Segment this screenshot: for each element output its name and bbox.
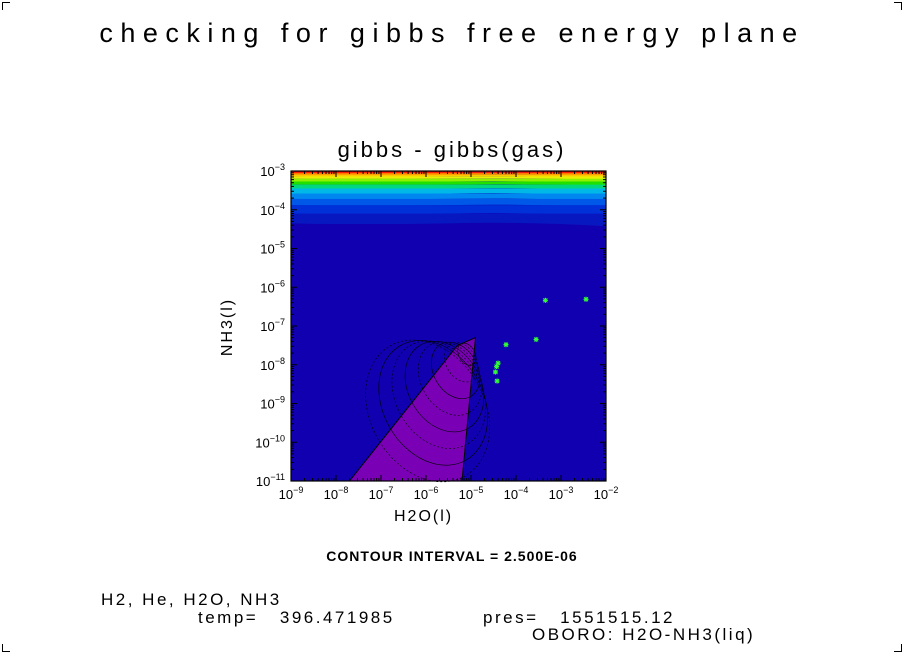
data-point-mark xyxy=(583,296,589,302)
y-tick-label: 10−8 xyxy=(260,356,285,373)
contour-interval-label: CONTOUR INTERVAL = 2.500E-06 xyxy=(326,548,578,564)
y-tick-label: 10−7 xyxy=(260,317,285,334)
corner-mark-bottom-right xyxy=(894,644,902,652)
contour-line-3 xyxy=(417,341,483,416)
contour-line-5 xyxy=(391,340,487,449)
corner-mark-bottom-left xyxy=(2,644,10,652)
contour-line-4 xyxy=(404,341,485,433)
page-title: checking for gibbs free energy plane xyxy=(99,18,805,48)
x-tick-label: 10−2 xyxy=(594,485,619,502)
contour-line-2 xyxy=(431,341,481,399)
x-axis-ticks: 10−9 10−8 10−7 10−6 10−5 10−4 10−3 10−2 xyxy=(279,171,619,502)
x-tick-label: 10−7 xyxy=(369,485,394,502)
x-tick-label: 10−9 xyxy=(279,485,304,502)
data-point-mark xyxy=(494,364,499,369)
contour-line-6 xyxy=(378,340,488,466)
y-tick-label: 10−5 xyxy=(260,240,285,257)
x-tick-label: 10−4 xyxy=(504,485,529,502)
x-tick-label: 10−8 xyxy=(324,485,349,502)
corner-mark-top-right xyxy=(894,2,902,10)
data-point-6 xyxy=(542,297,548,303)
data-point-2 xyxy=(494,364,500,370)
y-tick-label: 10−6 xyxy=(260,278,285,295)
color-band-3 xyxy=(291,174,606,178)
y-tick-label: 10−10 xyxy=(255,433,285,450)
data-point-4 xyxy=(494,378,500,384)
color-band-10 xyxy=(291,198,606,207)
x-axis-label: H2O(l) xyxy=(394,508,454,525)
data-point-mark xyxy=(543,297,548,303)
data-point-0 xyxy=(503,342,509,348)
color-band-12 xyxy=(291,213,606,227)
x-tick-label: 10−3 xyxy=(549,485,574,502)
color-band-11 xyxy=(291,205,606,217)
color-band-7 xyxy=(291,184,606,190)
color-band-4 xyxy=(291,176,606,180)
contour-line-1 xyxy=(444,342,479,383)
plot-title: gibbs - gibbs(gas) xyxy=(337,137,567,162)
data-point-7 xyxy=(583,296,589,302)
y-tick-label: 10−9 xyxy=(260,395,285,412)
data-point-5 xyxy=(533,336,539,342)
y-axis-label: NH3(l) xyxy=(219,297,236,357)
contour-lines xyxy=(365,339,490,483)
data-point-3 xyxy=(492,369,498,375)
pressure-readout: pres= 1551515.12 xyxy=(483,608,675,627)
data-point-mark xyxy=(533,337,539,342)
temperature-readout: temp= 396.471985 xyxy=(198,608,395,627)
x-tick-label: 10−6 xyxy=(414,485,439,502)
species-list: H2, He, H2O, NH3 xyxy=(101,590,282,609)
color-band-5 xyxy=(291,178,606,183)
data-point-mark xyxy=(494,378,500,384)
y-tick-label: 10−3 xyxy=(260,162,285,179)
y-tick-label: 10−4 xyxy=(260,201,285,218)
x-tick-label: 10−5 xyxy=(459,485,484,502)
color-band-6 xyxy=(291,181,606,186)
color-band-1 xyxy=(291,171,606,174)
color-band-2 xyxy=(291,172,606,175)
case-label: OBORO: H2O-NH3(liq) xyxy=(532,625,756,644)
color-band-9 xyxy=(291,193,606,201)
data-points xyxy=(492,296,589,384)
data-point-mark xyxy=(493,369,498,375)
data-point-mark xyxy=(503,342,509,348)
contour-line-7 xyxy=(365,339,490,483)
y-tick-label: 10−11 xyxy=(256,472,285,489)
y-axis-ticks: 10−11 10−10 10−9 10−8 10−7 10−6 10−5 10−4 10−3 xyxy=(255,162,606,489)
color-band-8 xyxy=(291,188,606,195)
corner-mark-top-left xyxy=(2,2,10,10)
